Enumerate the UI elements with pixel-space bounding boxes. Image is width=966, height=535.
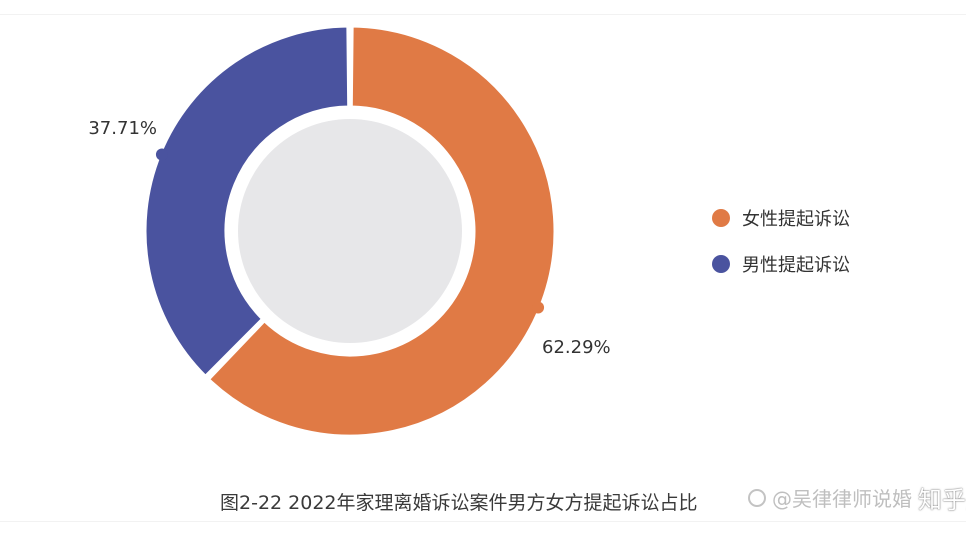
watermark-main-text: 知乎用户 (918, 486, 966, 514)
legend-label-male: 男性提起诉讼 (742, 255, 850, 276)
slice-value-label-male: 37.71% (88, 118, 157, 139)
top-divider (0, 14, 966, 15)
donut-center (238, 119, 462, 343)
legend-item-male: 男性提起诉讼 (712, 252, 850, 276)
chart-legend: 女性提起诉讼 男性提起诉讼 (712, 206, 850, 298)
figure-caption: 图2-22 2022年家理离婚诉讼案件男方女方提起诉讼占比 (220, 492, 698, 514)
watermark-text: @吴律律师说婚 (772, 487, 912, 511)
bottom-divider (0, 521, 966, 522)
slice-marker-male (155, 148, 168, 161)
donut-slice-male (143, 24, 351, 379)
legend-swatch-male (712, 255, 730, 273)
donut-slice-female (206, 24, 557, 438)
watermark: @吴律律师说婚 知乎用户 (748, 480, 966, 515)
slice-marker-female (532, 301, 545, 314)
slice-value-label-female: 62.29% (542, 337, 611, 358)
legend-swatch-female (712, 209, 730, 227)
watermark-logo-icon (748, 488, 766, 507)
legend-item-female: 女性提起诉讼 (712, 206, 850, 230)
legend-label-female: 女性提起诉讼 (742, 209, 850, 230)
